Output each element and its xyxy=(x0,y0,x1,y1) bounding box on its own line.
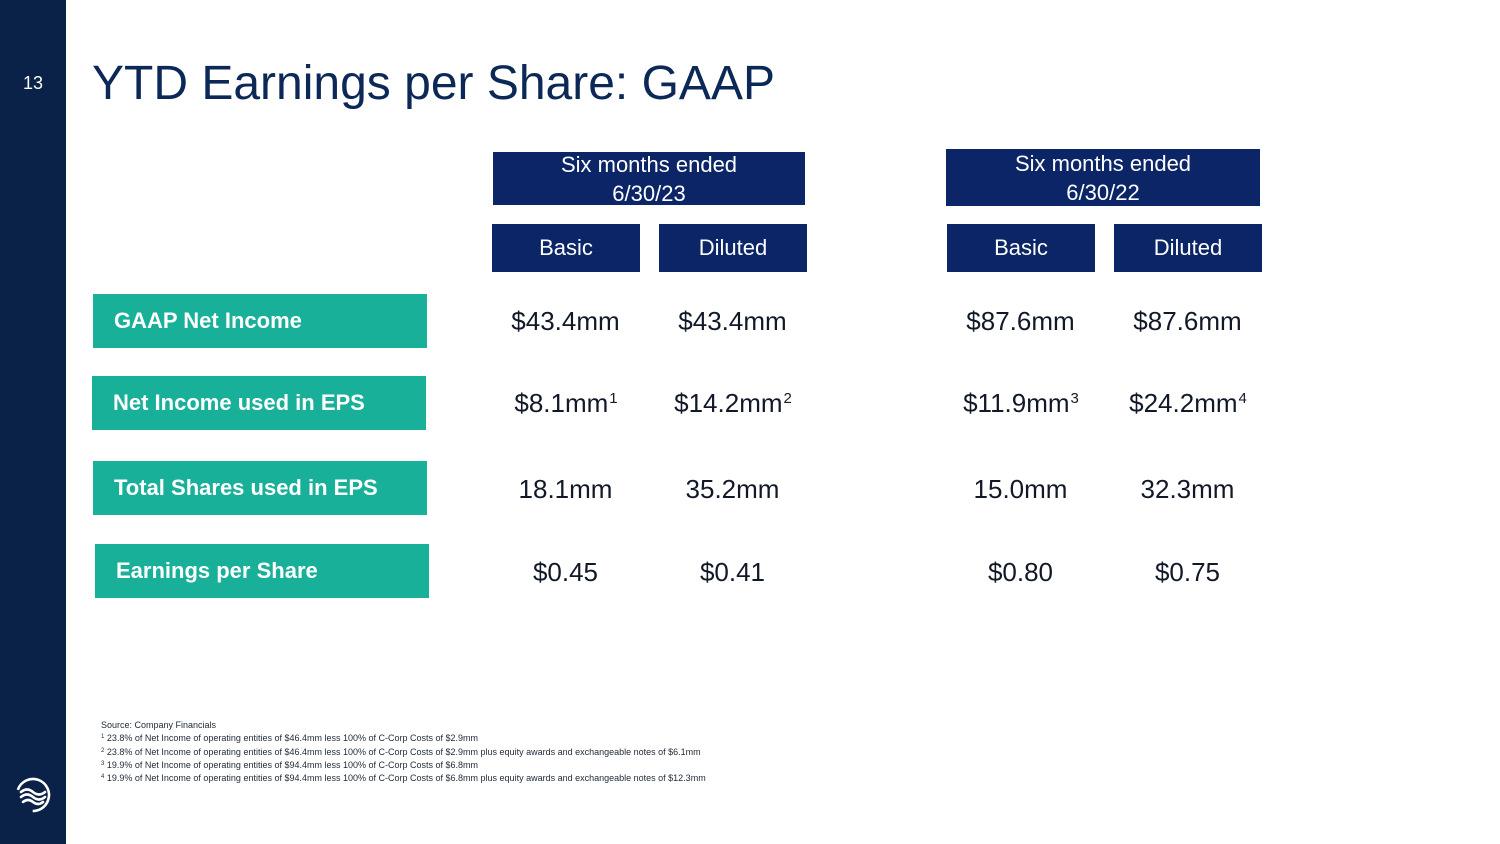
value-cell: 32.3mm xyxy=(1140,474,1235,504)
footnote-marker: 4 xyxy=(1238,390,1247,407)
value-cell: $0.45 xyxy=(532,557,599,587)
value-cell: $8.1mm1 xyxy=(514,388,618,418)
page-title: YTD Earnings per Share: GAAP xyxy=(92,57,775,110)
period-header-line1: Six months ended xyxy=(1014,150,1192,176)
source-note: Source: Company Financials xyxy=(101,720,217,730)
value-cell: $43.4mm xyxy=(678,306,787,336)
column-header-basic-2022: Basic xyxy=(947,224,1095,272)
value-cell: $0.80 xyxy=(987,557,1054,587)
footnote-marker: 1 xyxy=(609,390,618,407)
column-header-basic-2023: Basic xyxy=(492,224,640,272)
value-cell: $87.6mm xyxy=(1133,306,1242,336)
value-cell: 18.1mm xyxy=(518,474,613,504)
row-label-total-shares-used-in-eps: Total Shares used in EPS xyxy=(93,461,427,515)
sidebar: 13 xyxy=(0,0,66,844)
value-cell: $24.2mm4 xyxy=(1129,388,1247,418)
period-header-2022: Six months ended 6/30/22 xyxy=(946,149,1260,206)
value-cell: $43.4mm xyxy=(511,306,620,336)
period-header-line2: 6/30/22 xyxy=(1066,179,1140,205)
footnotes: Source: Company Financials 1 23.8% of Ne… xyxy=(101,719,706,785)
footnote-marker: 2 xyxy=(783,390,792,407)
company-logo-icon xyxy=(15,777,51,813)
row-label-earnings-per-share: Earnings per Share xyxy=(95,544,429,598)
value-cell: $11.9mm3 xyxy=(963,388,1079,418)
value-cell: $0.41 xyxy=(699,557,766,587)
footnote-1: 1 23.8% of Net Income of operating entit… xyxy=(101,733,479,744)
value-cell: $14.2mm2 xyxy=(674,388,792,418)
value-cell: 15.0mm xyxy=(973,474,1068,504)
value-cell: $87.6mm xyxy=(966,306,1075,336)
row-label-gaap-net-income: GAAP Net Income xyxy=(93,294,427,348)
value-cell: $0.75 xyxy=(1154,557,1221,587)
period-header-2023: Six months ended 6/30/23 xyxy=(493,151,805,206)
row-label-net-income-used-in-eps: Net Income used in EPS xyxy=(92,376,426,430)
page-number: 13 xyxy=(22,73,44,93)
value-cell: 35.2mm xyxy=(685,474,780,504)
footnote-marker: 3 xyxy=(1070,390,1079,407)
column-header-diluted-2023: Diluted xyxy=(659,224,807,272)
period-header-line1: Six months ended xyxy=(560,151,738,177)
column-header-diluted-2022: Diluted xyxy=(1114,224,1262,272)
footnote-3: 3 19.9% of Net Income of operating entit… xyxy=(101,759,479,770)
footnote-4: 4 19.9% of Net Income of operating entit… xyxy=(101,773,706,784)
period-header-line2: 6/30/23 xyxy=(612,180,686,206)
footnote-2: 2 23.8% of Net Income of operating entit… xyxy=(101,746,701,757)
